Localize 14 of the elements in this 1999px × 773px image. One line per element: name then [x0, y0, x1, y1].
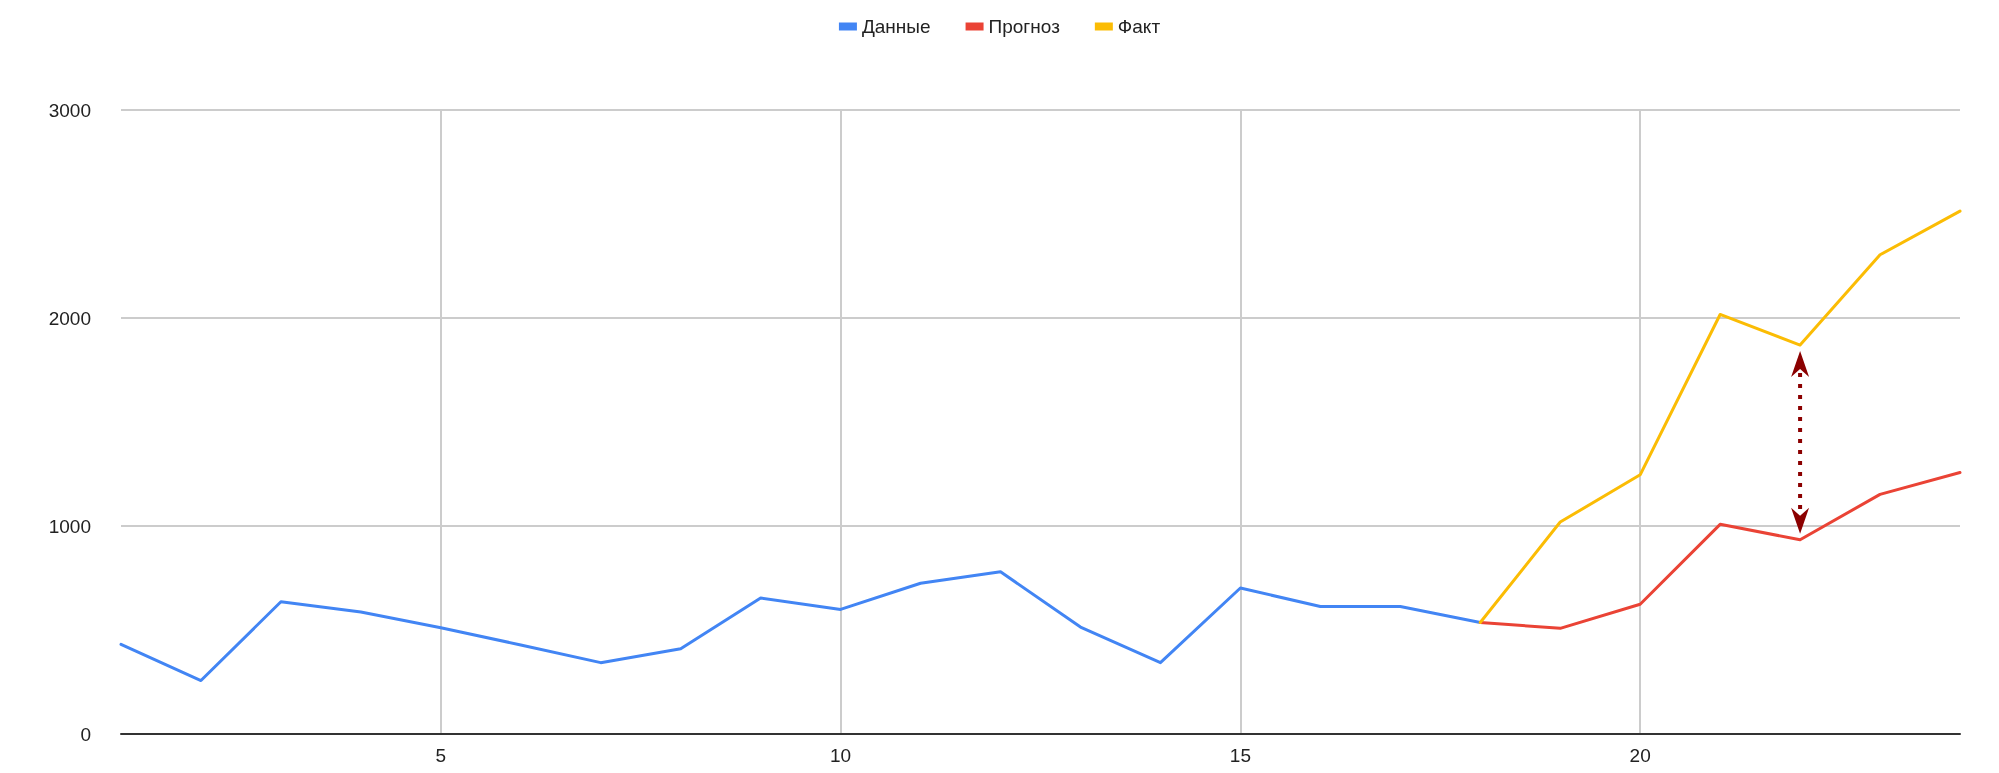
- y-tick-label: 2000: [48, 307, 91, 329]
- legend-label: Данные: [861, 16, 931, 37]
- x-tick-label: 15: [1229, 745, 1251, 766]
- legend-label: Прогноз: [988, 16, 1060, 37]
- line-series: [119, 570, 1482, 683]
- x-tick-label: 10: [830, 745, 852, 766]
- y-tick-label: 1000: [48, 515, 91, 537]
- line-series: [1478, 209, 1962, 625]
- legend-label: Факт: [1117, 16, 1161, 37]
- x-tick-label: 20: [1629, 745, 1651, 766]
- x-tick-label: 5: [435, 745, 447, 766]
- y-tick-label: 3000: [48, 99, 91, 121]
- line-series: [1478, 471, 1962, 630]
- y-tick-label: 0: [80, 723, 91, 745]
